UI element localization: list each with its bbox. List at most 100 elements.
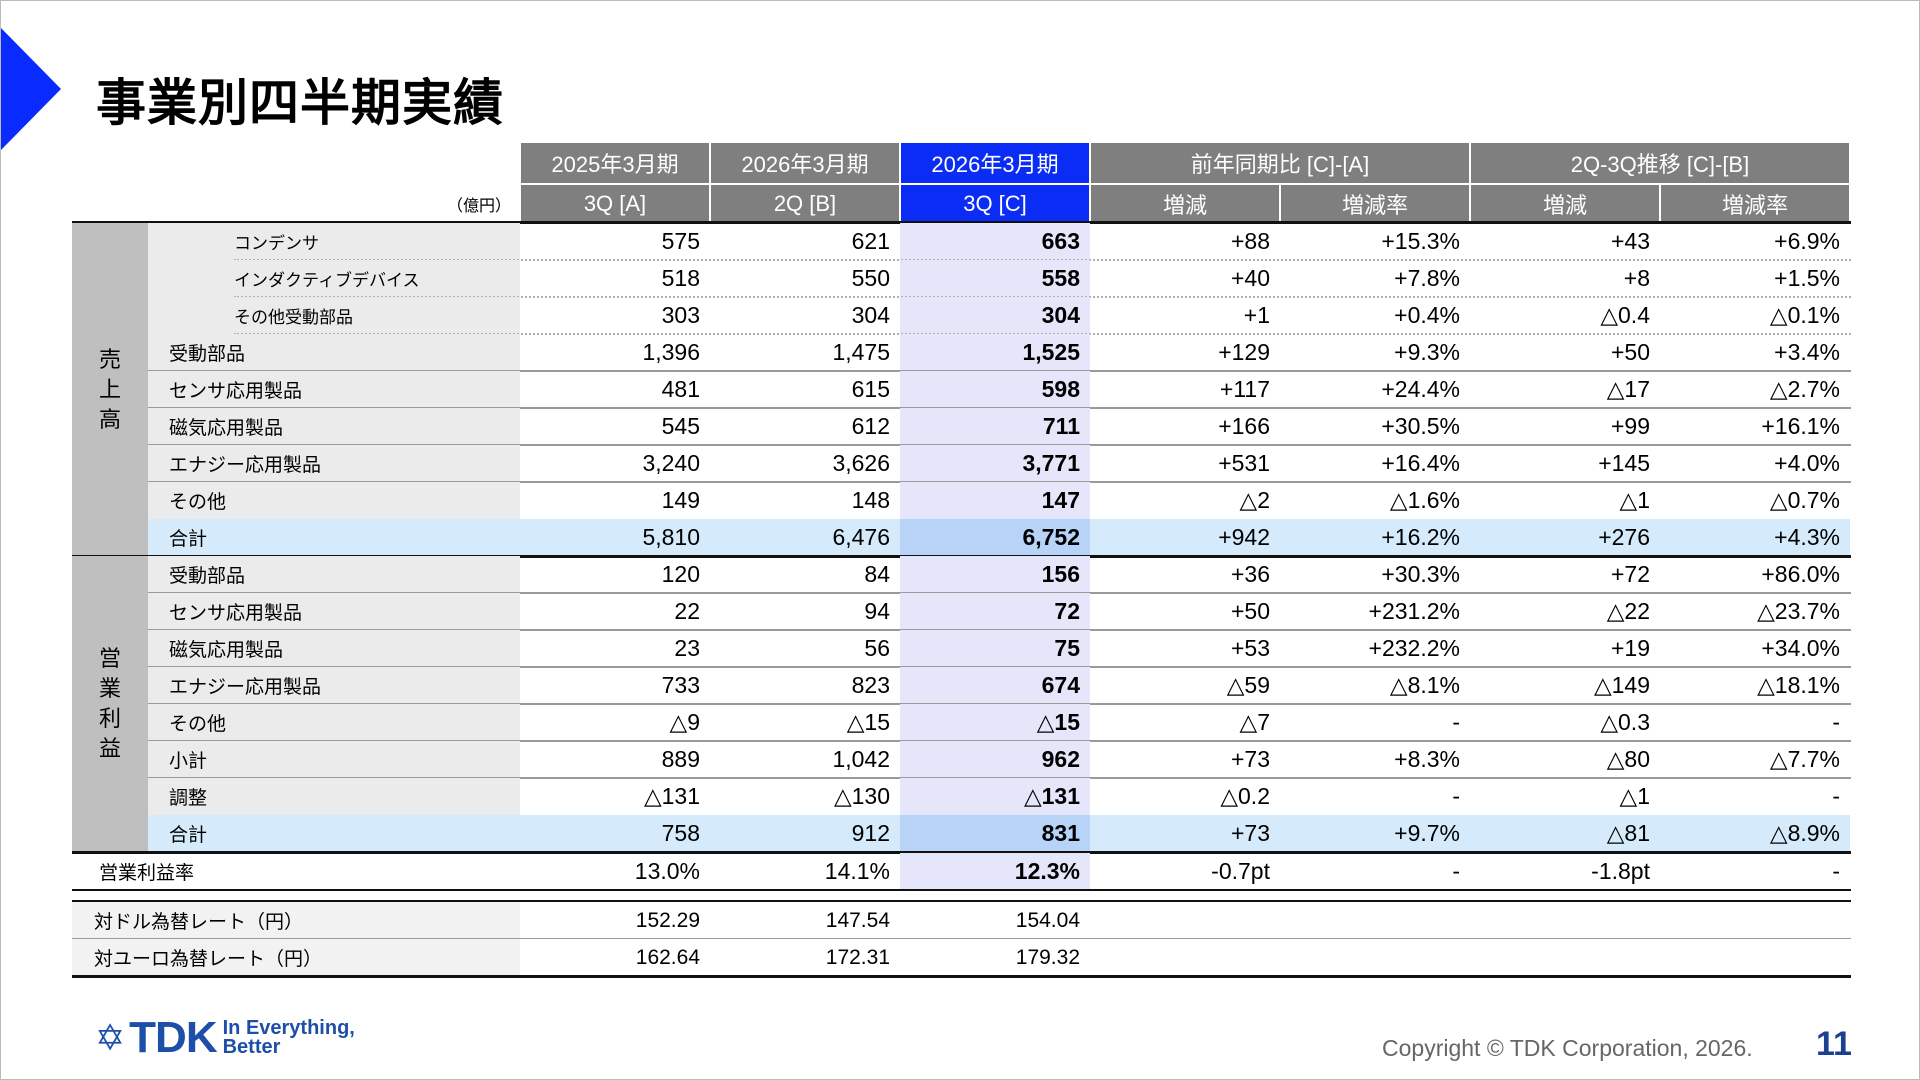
value-cell: 304	[851, 302, 890, 328]
value-cell: +531	[1218, 450, 1270, 476]
value-cell: 481	[661, 376, 700, 402]
section-label-operating-profit-char: 業	[98, 676, 121, 701]
value-cell: 1,525	[900, 334, 1090, 371]
value-cell: +73	[1230, 746, 1270, 772]
value-cell: 558	[900, 260, 1090, 297]
value-cell: +1.5%	[1774, 265, 1840, 291]
tdk-logo-icon: ✡	[95, 1017, 126, 1058]
value-cell: +1	[1243, 302, 1270, 328]
value-cell: 84	[864, 561, 890, 587]
header-column: 3Q [A]	[521, 185, 709, 222]
row-label: 合計	[148, 815, 520, 852]
value-cell: +8.3%	[1394, 746, 1460, 772]
row-label: 営業利益率	[99, 863, 195, 884]
value-cell: 612	[851, 413, 890, 439]
value-cell: 6,752	[900, 519, 1090, 556]
value-cell: △0.7%	[1769, 487, 1840, 513]
value-cell: △59	[1226, 672, 1270, 698]
value-cell: +86.0%	[1761, 561, 1840, 587]
value-cell: △0.1%	[1769, 302, 1840, 328]
value-cell: 758	[520, 815, 710, 852]
table-row: その他 149 148 147 △2 △1.6% △1 △0.7%	[72, 482, 1851, 519]
value-cell: +30.3%	[1381, 561, 1460, 587]
value-cell: -1.8pt	[1591, 858, 1650, 884]
section-label-sales: 売上高	[72, 223, 148, 556]
row-label: 小計	[148, 741, 520, 778]
table-row: 磁気応用製品 23 56 75 +53 +232.2% +19 +34.0%	[72, 630, 1851, 667]
header-column: 増減	[1091, 185, 1279, 222]
margin-row: 営業利益率 13.0% 14.1% 12.3% -0.7pt - -1.8pt -	[72, 853, 1851, 890]
row-label: 対ドル為替レート（円）	[72, 902, 520, 939]
value-cell: 663	[900, 223, 1090, 260]
header-group: 2026年3月期	[901, 143, 1089, 183]
table-row: 小計 889 1,042 962 +73 +8.3% △80 △7.7%	[72, 741, 1851, 778]
unit-label: （億円）	[446, 197, 511, 215]
value-cell: △1	[1619, 487, 1650, 513]
value-cell: 615	[851, 376, 890, 402]
table-row: コンデンサ 575 621 663 +88 +15.3% +43 +6.9%	[72, 223, 1851, 260]
value-cell: △1.6%	[1389, 487, 1460, 513]
table-row: その他 △9 △15 △15 △7 - △0.3 -	[72, 704, 1851, 741]
section-label-operating-profit: 営業利益	[72, 556, 148, 852]
value-cell: -0.7pt	[1211, 858, 1270, 884]
value-cell: +16.1%	[1761, 413, 1840, 439]
value-cell: △15	[900, 704, 1090, 741]
value-cell: +7.8%	[1394, 265, 1460, 291]
table-row: 合計 758 912 831 +73 +9.7% △81 △8.9%	[72, 815, 1851, 852]
value-cell: 156	[900, 556, 1090, 593]
table-row: 受動部品 1,396 1,475 1,525 +129 +9.3% +50 +3.4%	[72, 334, 1851, 371]
value-cell: 149	[661, 487, 700, 513]
value-cell: +145	[1598, 450, 1650, 476]
value-cell: -	[1452, 783, 1460, 809]
value-cell: +9.3%	[1394, 339, 1460, 365]
value-cell: +15.3%	[1381, 228, 1460, 254]
row-label: コンデンサ	[148, 223, 520, 260]
value-cell: +19	[1610, 635, 1650, 661]
value-cell: -	[1832, 709, 1840, 735]
value-cell: +8	[1623, 265, 1650, 291]
value-cell: 1,475	[832, 339, 890, 365]
value-cell: +166	[1218, 413, 1270, 439]
value-cell: 72	[900, 593, 1090, 630]
value-cell: 13.0%	[634, 858, 700, 884]
value-cell: 154.04	[1015, 908, 1080, 932]
value-cell: 162.64	[635, 945, 700, 969]
row-divider	[72, 938, 1851, 939]
table-row: センサ応用製品 481 615 598 +117 +24.4% △17 △2.7%	[72, 371, 1851, 408]
value-cell: +30.5%	[1381, 413, 1460, 439]
row-label: センサ応用製品	[148, 593, 520, 630]
value-cell: △0.2	[1220, 783, 1270, 809]
row-label: 磁気応用製品	[148, 408, 520, 445]
value-cell: 621	[851, 228, 890, 254]
table-row: 磁気応用製品 545 612 711 +166 +30.5% +99 +16.1%	[72, 408, 1851, 445]
page-title: 事業別四半期実績	[96, 75, 504, 131]
value-cell: △131	[643, 783, 700, 809]
row-label: その他受動部品	[148, 297, 520, 334]
value-cell: △18.1%	[1757, 672, 1840, 698]
value-cell: △131	[900, 778, 1090, 815]
value-cell: 147	[900, 482, 1090, 519]
value-cell: 75	[900, 630, 1090, 667]
value-cell: △7	[1239, 709, 1270, 735]
value-cell: +16.4%	[1381, 450, 1460, 476]
value-cell: 147.54	[825, 908, 890, 932]
value-cell: 733	[661, 672, 700, 698]
value-cell: +88	[1230, 228, 1270, 254]
value-cell: -	[1832, 783, 1840, 809]
fx-row: 対ドル為替レート（円） 152.29 147.54 154.04	[72, 902, 1851, 939]
value-cell: +50	[1610, 339, 1650, 365]
value-cell: +276	[1470, 519, 1660, 556]
value-cell: △7.7%	[1769, 746, 1840, 772]
table-row: 調整 △131 △130 △131 △0.2 - △1 -	[72, 778, 1851, 815]
value-cell: +36	[1230, 561, 1270, 587]
section-label-operating-profit-char: 営	[98, 646, 121, 671]
value-cell: +72	[1610, 561, 1650, 587]
value-cell: +232.2%	[1368, 635, 1460, 661]
value-cell: 1,042	[832, 746, 890, 772]
table-row: 合計 5,810 6,476 6,752 +942 +16.2% +276 +4.3%	[72, 519, 1851, 556]
value-cell: 1,396	[642, 339, 700, 365]
tagline-line1: In Everything,	[222, 1017, 355, 1039]
value-cell: 575	[661, 228, 700, 254]
value-cell: -	[1832, 858, 1840, 884]
logo-text: TDK	[129, 1013, 217, 1062]
